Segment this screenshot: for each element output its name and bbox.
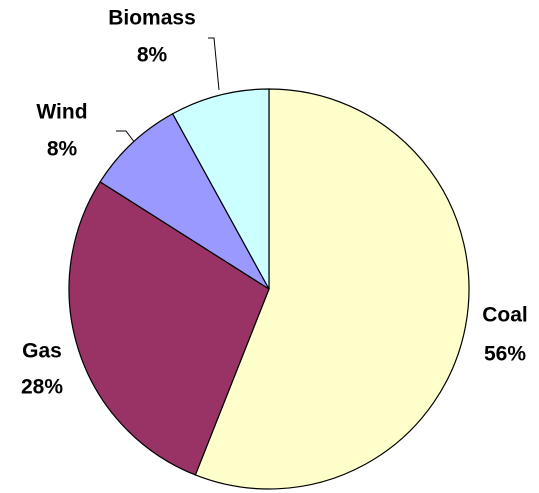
slice-label: Gas <box>22 340 62 363</box>
pie-slice <box>99 112 270 290</box>
leader-line <box>208 37 220 91</box>
slice-label: Biomass <box>108 7 196 30</box>
value-label: 8% <box>137 44 168 67</box>
slice-label: Coal <box>482 304 528 327</box>
slice-label: Wind <box>36 101 87 124</box>
leader-line <box>116 130 136 144</box>
pie-slice <box>194 88 470 490</box>
value-label: 56% <box>484 343 526 366</box>
pie-slice <box>68 181 270 476</box>
value-label: 28% <box>21 376 63 399</box>
pie-slice <box>171 88 270 290</box>
value-label: 8% <box>47 138 78 161</box>
